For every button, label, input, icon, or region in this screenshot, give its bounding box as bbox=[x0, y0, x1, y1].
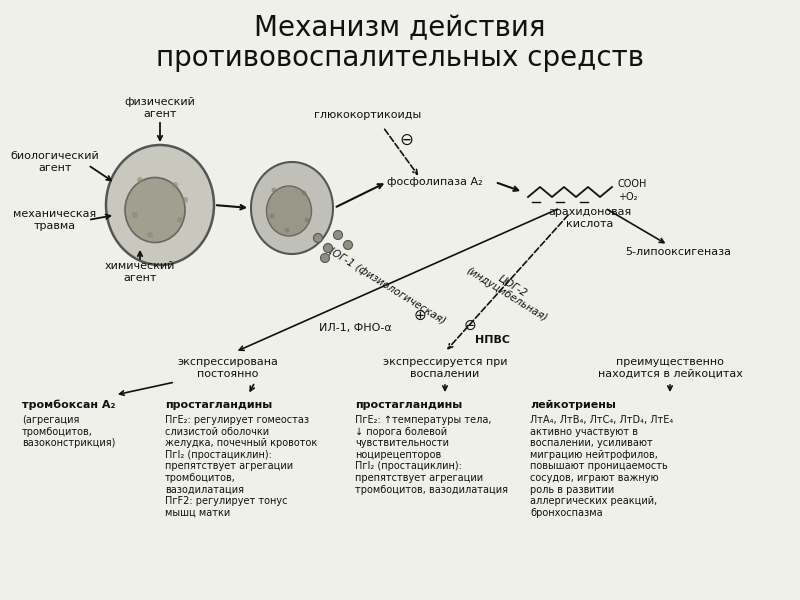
Circle shape bbox=[132, 212, 138, 218]
Text: ЦОГ-1 (физиологическая): ЦОГ-1 (физиологическая) bbox=[323, 244, 447, 326]
Circle shape bbox=[137, 177, 143, 183]
Ellipse shape bbox=[266, 186, 311, 236]
Text: химический
агент: химический агент bbox=[105, 261, 175, 283]
Text: ЛтА₄, ЛтВ₄, ЛтС₄, ЛтD₄, ЛтЕ₄
активно участвуют в
воспалении, усиливают
миграцию : ЛтА₄, ЛтВ₄, ЛтС₄, ЛтD₄, ЛтЕ₄ активно уча… bbox=[530, 415, 674, 518]
Text: простагландины: простагландины bbox=[355, 400, 462, 410]
Text: ПгЕ₂: ↑температуры тела,
↓ порога болевой
чувствительности
ноцирецепторов
ПгI₂ (: ПгЕ₂: ↑температуры тела, ↓ порога болево… bbox=[355, 415, 508, 494]
Text: ЦОГ-2
(индуцибельная): ЦОГ-2 (индуцибельная) bbox=[465, 256, 555, 324]
Circle shape bbox=[271, 187, 277, 193]
Text: тромбоксан А₂: тромбоксан А₂ bbox=[22, 400, 115, 410]
Circle shape bbox=[285, 227, 290, 232]
Circle shape bbox=[305, 217, 310, 223]
Circle shape bbox=[314, 233, 322, 242]
Text: ⊖: ⊖ bbox=[464, 317, 476, 332]
Text: COOH: COOH bbox=[618, 179, 647, 189]
Text: ⊕: ⊕ bbox=[414, 307, 426, 323]
Circle shape bbox=[147, 232, 153, 238]
Text: НПВС: НПВС bbox=[474, 335, 510, 345]
Circle shape bbox=[177, 217, 183, 223]
Text: ИЛ-1, ФНО-α: ИЛ-1, ФНО-α bbox=[318, 323, 391, 333]
Text: физический
агент: физический агент bbox=[125, 97, 195, 119]
Text: глюкокортикоиды: глюкокортикоиды bbox=[314, 110, 422, 120]
Text: экспрессирована
постоянно: экспрессирована постоянно bbox=[178, 357, 278, 379]
Circle shape bbox=[334, 230, 342, 239]
Text: ПгЕ₂: регулирует гомеостаз
слизистой оболочки
желудка, почечный кровоток
ПгI₂ (п: ПгЕ₂: регулирует гомеостаз слизистой обо… bbox=[165, 415, 318, 518]
Text: арахидоновая
кислота: арахидоновая кислота bbox=[548, 207, 632, 229]
Ellipse shape bbox=[251, 162, 333, 254]
Text: ⊖: ⊖ bbox=[399, 131, 413, 149]
Text: 5-липооксигеназа: 5-липооксигеназа bbox=[625, 247, 731, 257]
Text: лейкотриены: лейкотриены bbox=[530, 400, 616, 410]
Ellipse shape bbox=[125, 178, 185, 242]
Text: фосфолипаза А₂: фосфолипаза А₂ bbox=[387, 177, 483, 187]
Ellipse shape bbox=[106, 145, 214, 265]
Circle shape bbox=[302, 191, 306, 196]
Circle shape bbox=[182, 197, 188, 203]
Text: Механизм действия: Механизм действия bbox=[254, 14, 546, 42]
Circle shape bbox=[343, 241, 353, 250]
Text: преимущественно
находится в лейкоцитах: преимущественно находится в лейкоцитах bbox=[598, 357, 742, 379]
Text: биологический
агент: биологический агент bbox=[10, 151, 99, 173]
Text: механическая
травма: механическая травма bbox=[14, 209, 97, 231]
Text: (агрегация
тромбоцитов,
вазоконстрикция): (агрегация тромбоцитов, вазоконстрикция) bbox=[22, 415, 115, 448]
Text: +O₂: +O₂ bbox=[618, 192, 638, 202]
Text: простагландины: простагландины bbox=[165, 400, 272, 410]
Circle shape bbox=[172, 182, 178, 188]
Text: экспрессируется при
воспалении: экспрессируется при воспалении bbox=[382, 357, 507, 379]
Circle shape bbox=[270, 214, 274, 218]
Text: противовоспалительных средств: противовоспалительных средств bbox=[156, 44, 644, 72]
Circle shape bbox=[321, 253, 330, 263]
Circle shape bbox=[323, 244, 333, 253]
